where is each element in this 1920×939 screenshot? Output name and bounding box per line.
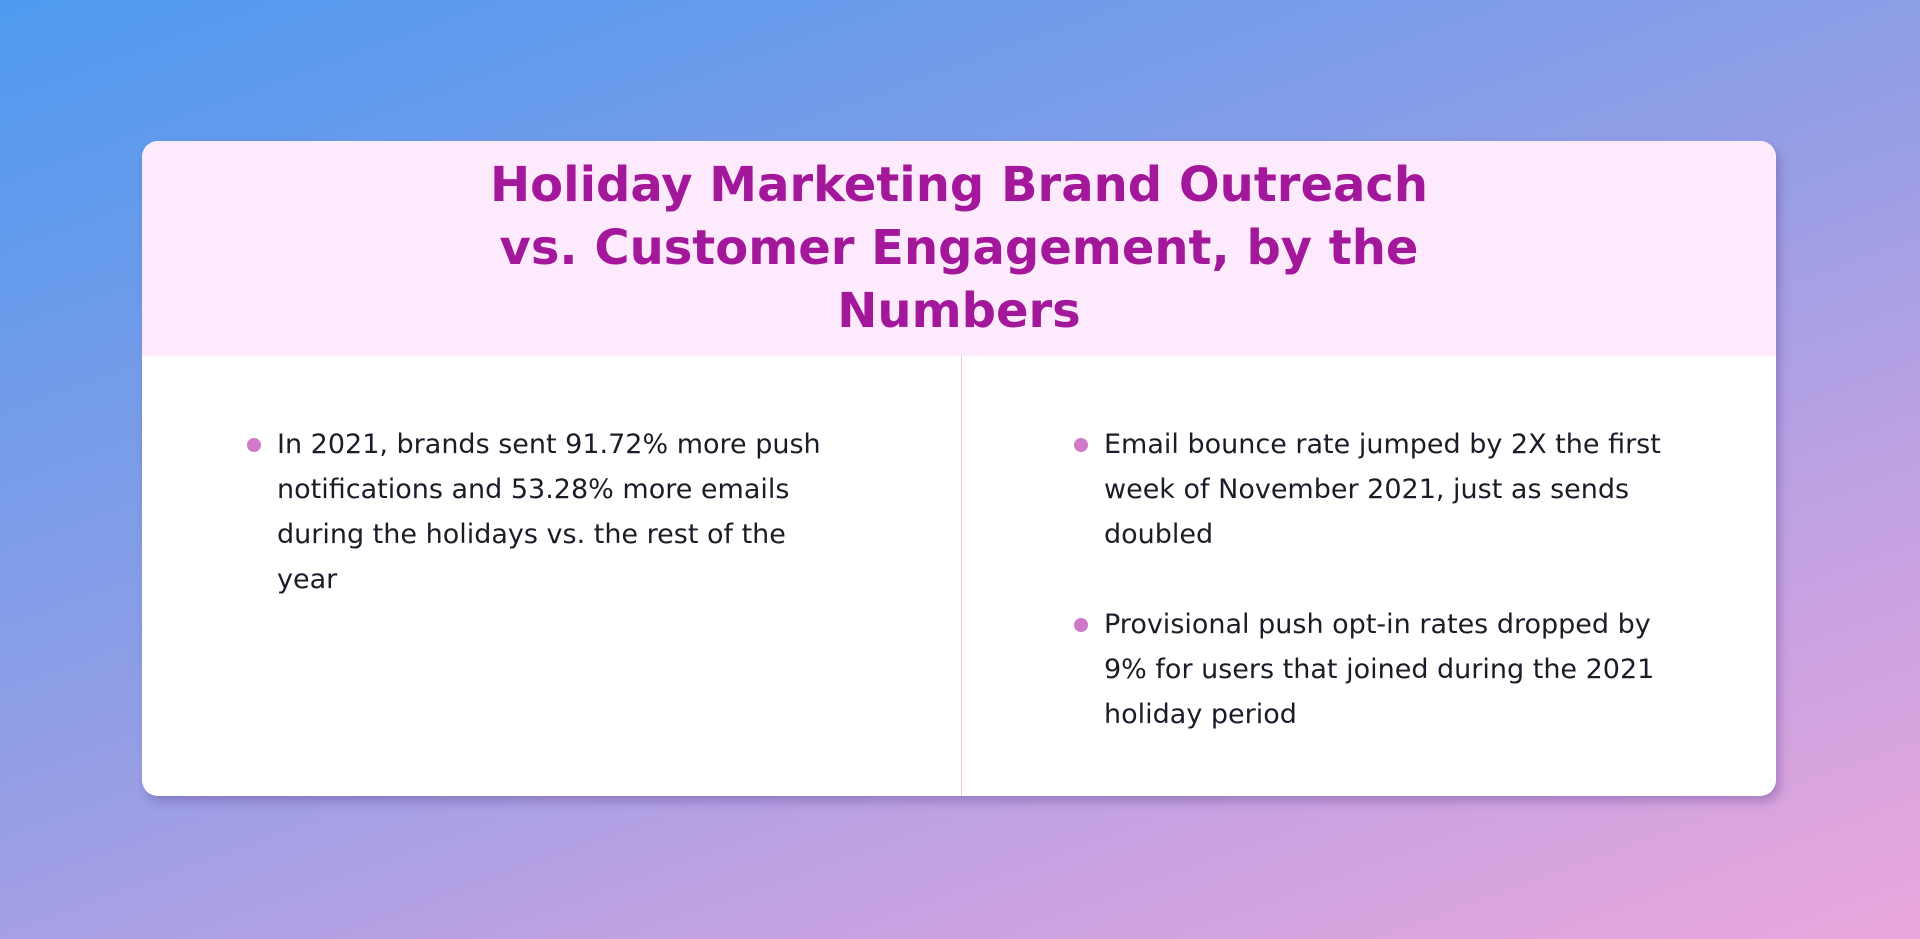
card-header: Holiday Marketing Brand Outreach vs. Cus… (142, 141, 1776, 356)
bullet-item: Email bounce rate jumped by 2X the first… (1074, 422, 1674, 557)
divider (961, 356, 962, 796)
bullet-item: In 2021, brands sent 91.72% more push no… (247, 422, 847, 602)
right-column: Email bounce rate jumped by 2X the first… (1074, 422, 1674, 782)
card-body: In 2021, brands sent 91.72% more push no… (142, 356, 1776, 796)
card: Holiday Marketing Brand Outreach vs. Cus… (142, 141, 1776, 796)
title: Holiday Marketing Brand Outreach vs. Cus… (489, 157, 1429, 339)
left-column: In 2021, brands sent 91.72% more push no… (247, 422, 847, 647)
bullet-item: Provisional push opt-in rates dropped by… (1074, 602, 1674, 737)
